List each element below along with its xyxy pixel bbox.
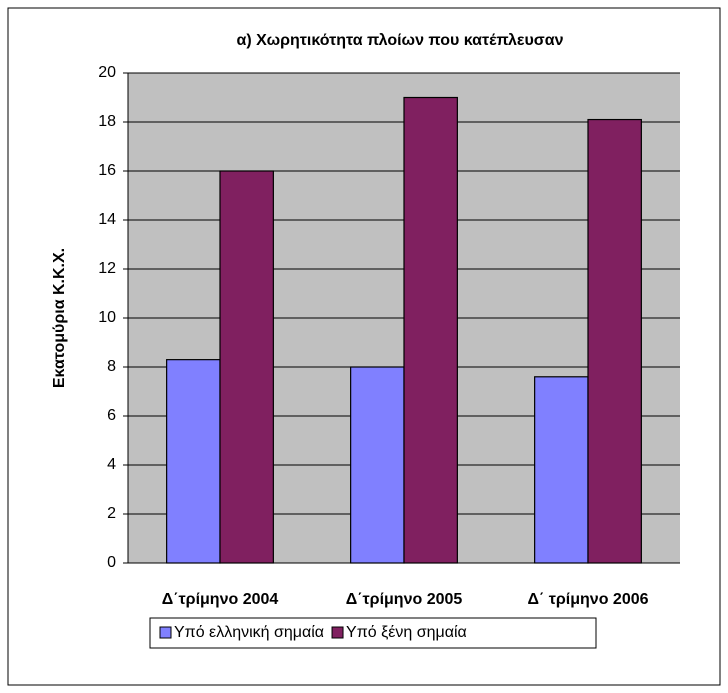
y-tick-label: 0 bbox=[107, 554, 116, 571]
y-tick-label: 14 bbox=[98, 211, 116, 228]
y-tick-label: 18 bbox=[98, 113, 116, 130]
y-tick-label: 12 bbox=[98, 260, 116, 277]
y-tick-label: 2 bbox=[107, 505, 116, 522]
y-tick-label: 16 bbox=[98, 162, 116, 179]
chart-title: α) Χωρητικότητα πλοίων που κατέπλευσαν bbox=[237, 32, 564, 49]
legend-swatch bbox=[159, 626, 172, 639]
y-tick-label: 8 bbox=[107, 358, 116, 375]
y-tick-label: 10 bbox=[98, 309, 116, 326]
legend-swatch bbox=[331, 626, 344, 639]
legend-label: Υπό ξένη σημαία bbox=[346, 624, 467, 641]
bar bbox=[166, 359, 221, 564]
y-tick-label: 4 bbox=[107, 456, 116, 473]
bar bbox=[587, 118, 642, 564]
bar bbox=[403, 96, 458, 564]
bar bbox=[534, 376, 589, 564]
y-tick-label: 6 bbox=[107, 407, 116, 424]
legend-label: Υπό ελληνική σημαία bbox=[174, 624, 324, 641]
x-tick-label: Δ΄τρίμηνο 2005 bbox=[346, 591, 463, 608]
bar bbox=[219, 170, 274, 564]
bar bbox=[350, 366, 405, 564]
y-tick-label: 20 bbox=[98, 64, 116, 81]
legend-box bbox=[149, 617, 597, 649]
x-tick-label: Δ΄τρίμηνο 2004 bbox=[162, 591, 279, 608]
y-axis-label: Εκατομύρια Κ.Κ.Χ. bbox=[51, 248, 68, 388]
x-tick-label: Δ΄ τρίμηνο 2006 bbox=[527, 591, 648, 608]
